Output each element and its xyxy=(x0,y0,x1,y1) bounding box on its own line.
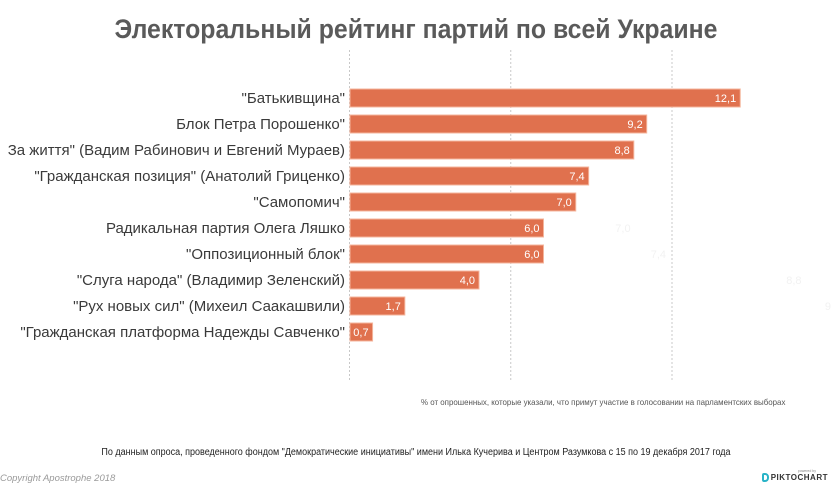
bar-chart: 7,0 7,4 8,8 9,2 12,1 12,1 9,2 8,8 7,4 7,0 6,0 6,0 4… xyxy=(8,50,832,382)
category-label: "Оппозиционный блок" xyxy=(186,246,345,263)
category-label: Блок Петра Порошенко" xyxy=(176,116,345,133)
ghost-label: 7,0 xyxy=(615,223,630,235)
value-label: 6,0 xyxy=(524,223,539,235)
value-label: 0,7 xyxy=(353,327,368,339)
bar xyxy=(349,192,577,212)
ghost-label: 7,4 xyxy=(651,249,666,261)
bar xyxy=(349,244,544,264)
bar xyxy=(349,322,374,342)
category-label: За життя" (Вадим Рабинович и Евгений Мур… xyxy=(8,142,345,159)
category-label: "Батькивщина" xyxy=(242,90,345,107)
value-label: 7,0 xyxy=(556,197,571,209)
bar xyxy=(349,270,480,290)
bars: 12,1 9,2 8,8 7,4 7,0 6,0 6,0 4,0 1,7 0,7 xyxy=(349,88,741,342)
category-labels: "Батькивщина" Блок Петра Порошенко" За жит… xyxy=(8,90,345,341)
value-label: 4,0 xyxy=(460,275,475,287)
copyright: Copyright Apostrophe 2018 xyxy=(0,473,116,484)
x-axis-note: % от опрошенных, которые указали, что пр… xyxy=(421,397,786,407)
value-label: 12,1 xyxy=(715,93,736,105)
piktochart-logo[interactable]: powered by PIKTOCHART xyxy=(761,469,828,482)
category-label: Радикальная партия Олега Ляшко xyxy=(106,220,345,237)
value-label: 8,8 xyxy=(615,145,630,157)
value-label: 6,0 xyxy=(524,249,539,261)
chart-title: Электоральный рейтинг партий по всей Укр… xyxy=(114,14,718,44)
ghost-label: 9,2 xyxy=(825,301,832,313)
category-label: "Слуга народа" (Владимир Зеленский) xyxy=(77,272,345,289)
bar xyxy=(349,88,741,108)
gridlines xyxy=(349,50,673,382)
category-label: "Самопомич" xyxy=(253,194,345,211)
bar xyxy=(349,166,590,186)
bar xyxy=(349,296,406,316)
category-label: "Рух новых сил" (Михеил Саакашвили) xyxy=(73,298,345,315)
ghost-label: 8,8 xyxy=(786,275,801,287)
value-label: 1,7 xyxy=(386,301,401,313)
category-label: "Гражданская позиция" (Анатолий Гриценко… xyxy=(34,168,345,185)
brand-name: PIKTOCHART xyxy=(770,473,828,482)
piktochart-icon xyxy=(761,473,769,482)
bar xyxy=(349,140,635,160)
value-label: 7,4 xyxy=(569,171,584,183)
bar xyxy=(349,114,648,134)
source-note: По данным опроса, проведенного фондом "Д… xyxy=(101,447,731,458)
brand-powered-text: powered by xyxy=(797,469,816,473)
ghost-labels: 7,07,48,89,212,1 xyxy=(615,223,832,313)
bar xyxy=(349,218,544,238)
value-label: 9,2 xyxy=(627,119,642,131)
category-label: "Гражданская платформа Надежды Савченко" xyxy=(20,324,345,341)
